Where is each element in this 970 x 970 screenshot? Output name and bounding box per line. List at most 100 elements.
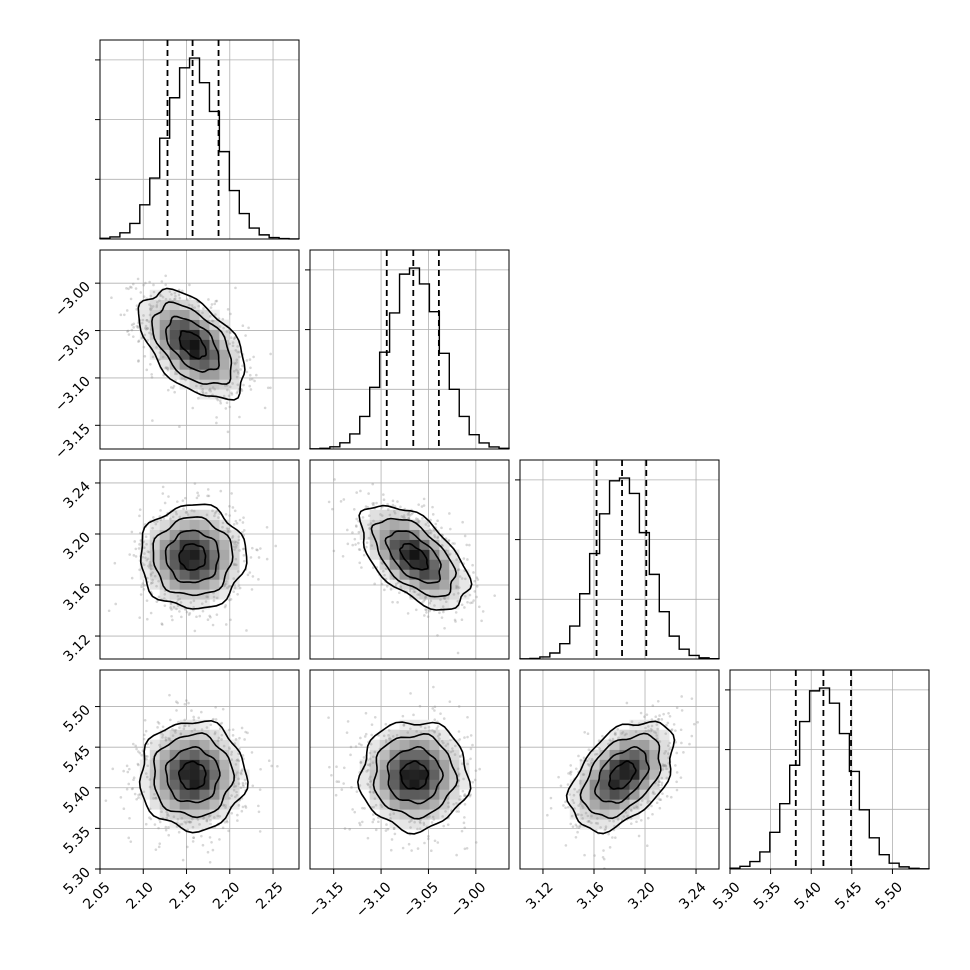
- sample-point: [647, 729, 650, 732]
- sample-point: [172, 815, 176, 819]
- density-cell: [159, 809, 170, 820]
- density-cell: [209, 509, 220, 520]
- sample-point: [182, 727, 186, 731]
- sample-point: [422, 823, 426, 826]
- density-cell: [419, 529, 430, 540]
- sample-point: [244, 730, 247, 734]
- density-cell: [619, 739, 630, 750]
- sample-point: [192, 605, 195, 609]
- sample-point: [402, 515, 405, 519]
- sample-point: [242, 529, 246, 532]
- sample-point: [463, 606, 466, 609]
- density-cell: [609, 819, 620, 830]
- sample-point: [386, 502, 389, 506]
- density-cell: [429, 759, 440, 770]
- sample-point: [423, 726, 427, 730]
- sample-point: [228, 405, 232, 409]
- sample-point: [431, 513, 435, 516]
- contour-2: [579, 732, 662, 820]
- sample-point: [127, 767, 131, 771]
- sample-point: [650, 718, 654, 721]
- sample-point: [179, 601, 183, 604]
- sample-point: [422, 504, 426, 507]
- sample-point: [328, 765, 331, 769]
- y-tick-label: 3.20: [60, 530, 93, 563]
- sample-point: [184, 378, 187, 382]
- sample-point: [452, 802, 455, 806]
- density-cell: [449, 569, 460, 580]
- density-cell: [589, 779, 600, 790]
- density-cell: [229, 359, 240, 370]
- sample-point: [175, 700, 178, 704]
- sample-point: [456, 767, 460, 771]
- sample-point: [148, 566, 151, 569]
- sample-point: [132, 326, 135, 329]
- density-cell: [419, 759, 430, 770]
- density-cell: [189, 599, 200, 610]
- sample-point: [493, 594, 496, 597]
- density-cell: [439, 739, 450, 750]
- sample-point: [250, 588, 254, 591]
- density-cell: [429, 549, 440, 560]
- density-cell: [369, 549, 380, 560]
- sample-point: [222, 744, 226, 748]
- sample-point: [238, 350, 241, 354]
- sample-point: [165, 810, 168, 814]
- density-cell: [449, 589, 460, 600]
- sample-point: [419, 821, 422, 825]
- sample-point: [236, 771, 239, 774]
- density-cell: [229, 779, 240, 790]
- sample-point: [593, 854, 596, 857]
- sample-point: [210, 319, 214, 323]
- sample-point: [111, 767, 115, 771]
- sample-point: [446, 742, 450, 746]
- sample-point: [403, 516, 406, 520]
- sample-point: [359, 736, 362, 740]
- sample-point: [360, 566, 363, 569]
- sample-point: [651, 790, 655, 793]
- sample-point: [143, 552, 146, 555]
- sample-point: [170, 293, 173, 296]
- sample-point: [169, 602, 173, 606]
- density-cell: [139, 319, 151, 330]
- sample-point: [134, 547, 138, 551]
- density-cell: [169, 749, 180, 760]
- sample-point: [234, 348, 238, 352]
- sample-point: [464, 577, 467, 581]
- sample-point: [634, 730, 638, 733]
- sample-point: [371, 566, 375, 570]
- sample-point: [201, 390, 204, 393]
- sample-point: [168, 290, 172, 293]
- sample-point: [209, 723, 213, 727]
- sample-point: [364, 732, 368, 736]
- y-tick-label: 3.24: [60, 478, 93, 511]
- sample-point: [601, 734, 604, 738]
- sample-point: [661, 763, 665, 766]
- sample-point: [382, 734, 386, 738]
- sample-point: [155, 346, 158, 349]
- sample-point: [466, 762, 469, 766]
- sample-point: [240, 726, 244, 730]
- density-cell: [159, 759, 170, 770]
- sample-point: [425, 608, 428, 612]
- sample-point: [207, 298, 210, 301]
- density-cell: [189, 819, 200, 830]
- density-cell: [429, 589, 440, 600]
- sample-point: [429, 599, 433, 603]
- sample-point: [564, 800, 567, 804]
- sample-point: [209, 306, 213, 309]
- sample-point: [178, 425, 181, 429]
- sample-point: [133, 792, 137, 796]
- sample-point: [463, 847, 467, 851]
- sample-point: [327, 500, 331, 504]
- sample-point: [276, 764, 279, 768]
- density-cell: [399, 739, 410, 750]
- sample-point: [396, 500, 399, 503]
- sample-point: [149, 362, 152, 366]
- sample-point: [233, 361, 236, 365]
- sample-point: [138, 531, 142, 535]
- sample-point: [665, 723, 668, 727]
- sample-point: [233, 540, 237, 544]
- sample-point: [248, 384, 252, 388]
- sample-point: [206, 595, 210, 599]
